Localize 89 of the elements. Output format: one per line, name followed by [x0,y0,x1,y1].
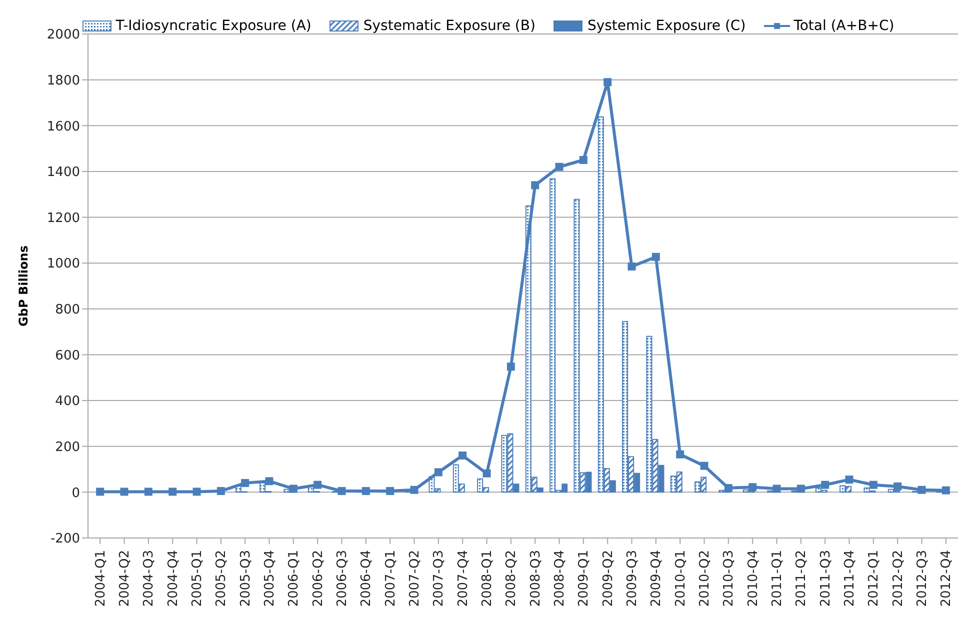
y-tick-label: -200 [50,532,80,547]
point [338,487,346,496]
point [314,480,322,489]
x-tick-label: 2006-Q3 [334,550,350,607]
point [531,181,540,190]
point [555,162,564,171]
point [700,462,708,470]
x-tick-label: 2010-Q4 [746,550,761,607]
y-tick-label: 400 [55,394,80,410]
y-tick-label: 1600 [46,119,80,134]
x-tick-label: 2008-Q1 [480,550,495,607]
point [241,479,250,488]
x-tick-label: 2009-Q2 [600,550,616,607]
x-tick-label: 2005-Q2 [214,550,230,607]
x-tick-label: 2011-Q4 [842,550,858,607]
x-tick-label: 2007-Q3 [432,550,447,607]
point [772,484,781,493]
x-tick-label: 2008-Q2 [504,550,520,607]
y-tick-label: 600 [55,348,80,364]
point [386,487,394,496]
point [144,488,152,496]
legend-label: T-Idiosyncratic Exposure (A) [116,18,312,34]
x-tick-label: 2005-Q3 [238,550,254,607]
x-tick-label: 2010-Q3 [722,550,737,607]
x-tick-label: 2004-Q4 [166,550,181,607]
y-tick-label: 0 [72,486,80,501]
x-tick-label: 2009-Q1 [576,550,592,607]
x-tick-label: 2011-Q1 [770,550,785,607]
point [821,480,830,489]
x-tick-label: 2004-Q3 [142,550,157,607]
y-tick-label: 200 [55,440,80,455]
x-tick-label: 2012-Q1 [866,550,882,607]
point [652,252,660,261]
point [845,476,854,484]
x-tick-label: 2011-Q3 [818,550,834,607]
point [628,262,636,271]
x-tick-label: 2004-Q2 [117,550,132,607]
y-tick-label: 2000 [46,28,80,43]
point [724,484,732,492]
x-tick-label: 2012-Q4 [939,550,954,607]
legend-label: Total (A+B+C) [794,18,894,34]
point [168,488,177,496]
x-tick-label: 2008-Q4 [552,550,568,607]
point [410,486,418,494]
x-tick-label: 2006-Q1 [286,550,302,607]
point [796,484,805,493]
point [604,78,612,86]
point [894,482,902,490]
point [748,483,757,492]
x-tick-label: 2010-Q2 [697,550,712,607]
point [120,488,128,496]
x-tick-label: 2005-Q4 [262,550,278,607]
y-tick-label: 1400 [46,165,80,180]
point [458,452,467,460]
x-tick-label: 2007-Q4 [456,550,471,607]
y-tick-label: 1800 [46,73,80,88]
x-tick-label: 2012-Q3 [914,550,930,607]
x-tick-label: 2009-Q3 [624,550,640,607]
x-tick-label: 2007-Q2 [407,550,422,607]
point [289,484,298,493]
y-axis-title: GbP Billions [16,246,30,326]
x-tick-label: 2010-Q1 [673,550,688,607]
x-tick-label: 2007-Q1 [383,550,398,607]
x-tick-label: 2006-Q4 [359,550,374,607]
y-tick-label: 1000 [46,256,80,272]
point [216,487,225,496]
point [676,450,684,458]
x-tick-label: 2006-Q2 [310,550,326,607]
legend-label: Systemic Exposure (C) [587,18,746,34]
x-tick-label: 2011-Q2 [794,550,810,607]
point [918,486,926,494]
x-tick-label: 2008-Q3 [528,550,544,607]
point [192,488,201,496]
point [434,468,442,476]
y-tick-label: 800 [55,302,80,318]
x-tick-label: 2004-Q1 [93,550,108,607]
point [869,480,878,489]
x-tick-label: 2005-Q1 [190,550,205,607]
point [265,477,274,486]
y-tick-label: 1200 [46,210,80,226]
point [362,487,370,496]
x-tick-label: 2012-Q2 [890,550,906,607]
point [96,488,104,496]
legend-label: Systematic Exposure (B) [363,18,536,34]
point [579,156,588,164]
x-tick-label: 2009-Q4 [649,550,664,607]
point [942,486,950,494]
point [506,362,515,371]
point [482,469,491,478]
